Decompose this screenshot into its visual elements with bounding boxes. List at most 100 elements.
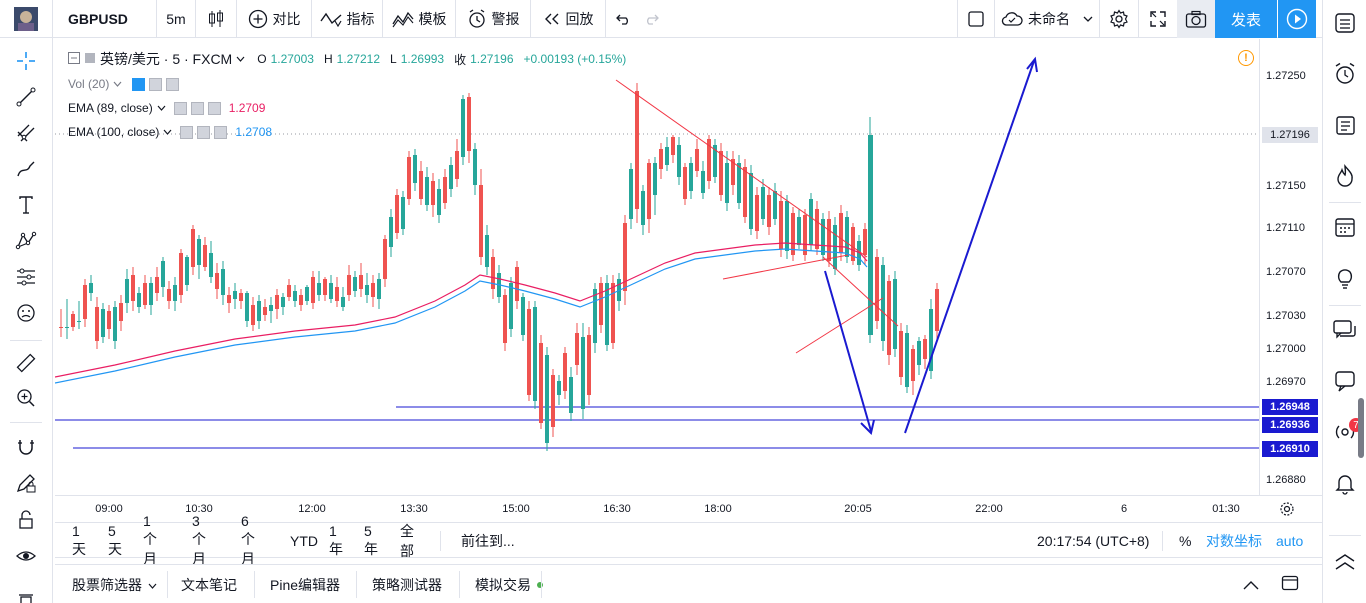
- text-tool[interactable]: [12, 192, 40, 220]
- goto-date-button[interactable]: 前往到...: [461, 533, 515, 549]
- crosshair-tool[interactable]: [12, 48, 40, 76]
- range-button[interactable]: 1年: [329, 523, 343, 557]
- collapse-icon[interactable]: [68, 51, 80, 67]
- alerts-button[interactable]: [1330, 60, 1360, 90]
- range-button[interactable]: 5天: [108, 523, 122, 557]
- lock-icon: [15, 509, 37, 534]
- streams-button[interactable]: 7: [1330, 418, 1363, 448]
- time-zone-clock[interactable]: 20:17:54 (UTC+8): [1037, 533, 1150, 549]
- arrow-line[interactable]: [904, 60, 1035, 434]
- pattern-tool[interactable]: [12, 228, 40, 256]
- alert-button[interactable]: 警报: [456, 0, 530, 38]
- chevron-down-icon[interactable]: [163, 125, 172, 139]
- time-axis[interactable]: 09:00 10:30 12:00 13:30 15:00 16:30 18:00 20:05…: [55, 495, 1322, 522]
- replay-button[interactable]: 回放: [531, 0, 605, 38]
- trash-tool[interactable]: [12, 586, 40, 603]
- range-button[interactable]: 1个月: [143, 513, 157, 567]
- maximize-panel-button[interactable]: [1281, 565, 1299, 603]
- collapse-panel-button[interactable]: [1243, 565, 1259, 603]
- range-button[interactable]: YTD: [290, 533, 318, 549]
- range-button[interactable]: 5年: [364, 523, 378, 557]
- scrollbar[interactable]: [1358, 398, 1364, 458]
- publish-button[interactable]: 发表: [1215, 0, 1277, 38]
- tab-strategy-tester[interactable]: 策略测试器: [372, 565, 442, 603]
- measure-tool[interactable]: [12, 350, 40, 378]
- price-chart[interactable]: [55, 39, 1259, 495]
- settings-icon[interactable]: [149, 77, 163, 91]
- settings-icon[interactable]: [190, 101, 204, 115]
- tab-text-notes[interactable]: 文本笔记: [181, 565, 237, 603]
- trend-line[interactable]: [795, 297, 884, 354]
- eye-icon[interactable]: [180, 125, 194, 139]
- layout-select-button[interactable]: [958, 0, 994, 38]
- notifications-button[interactable]: [1330, 469, 1360, 499]
- redo-button[interactable]: [638, 0, 666, 38]
- compare-button[interactable]: 对比: [237, 0, 311, 38]
- chart-pane[interactable]: !: [55, 39, 1259, 495]
- private-chat-button[interactable]: [1330, 367, 1360, 397]
- settings-icon[interactable]: [197, 125, 211, 139]
- close-icon[interactable]: [207, 101, 221, 115]
- axis-settings-button[interactable]: [1277, 500, 1297, 520]
- close-icon[interactable]: [214, 125, 228, 139]
- log-scale-toggle[interactable]: 对数坐标: [1206, 533, 1262, 549]
- chevron-down-icon[interactable]: [236, 52, 245, 66]
- ema89-label[interactable]: EMA (89, close): [68, 101, 153, 115]
- trend-line-tool[interactable]: [12, 84, 40, 112]
- chevron-down-icon[interactable]: [113, 77, 122, 91]
- chart-style-button[interactable]: [196, 0, 236, 38]
- tab-pine-editor[interactable]: Pine编辑器: [270, 565, 340, 603]
- range-button[interactable]: 1天: [72, 523, 86, 557]
- close-icon[interactable]: [166, 77, 180, 91]
- visibility-tool[interactable]: [12, 543, 40, 571]
- lock-all-tool[interactable]: [12, 507, 40, 535]
- templates-button[interactable]: 模板: [383, 0, 455, 38]
- range-button[interactable]: 6个月: [241, 513, 255, 567]
- layout-name-button[interactable]: 未命名: [995, 0, 1099, 38]
- ideas-button[interactable]: [1330, 264, 1360, 294]
- magnet-tool[interactable]: [12, 434, 40, 462]
- pitchfork-tool[interactable]: [12, 120, 40, 148]
- tab-stock-screener[interactable]: 股票筛选器: [72, 565, 157, 603]
- user-avatar[interactable]: [0, 0, 52, 38]
- eye-icon[interactable]: [173, 101, 187, 115]
- tab-paper-trading[interactable]: 模拟交易: [475, 565, 543, 603]
- zoom-tool[interactable]: [12, 385, 40, 413]
- volume-label[interactable]: Vol (20): [68, 77, 110, 91]
- ema100-label[interactable]: EMA (100, close): [68, 125, 160, 139]
- range-button[interactable]: 3个月: [192, 513, 206, 567]
- watchlist-button[interactable]: [1330, 9, 1360, 39]
- settings-button[interactable]: [1100, 0, 1138, 38]
- trend-line[interactable]: [615, 79, 868, 258]
- undo-button[interactable]: [608, 0, 638, 38]
- arrow-line[interactable]: [824, 270, 872, 432]
- candle-body: [725, 163, 729, 203]
- brush-tool[interactable]: [12, 156, 40, 184]
- candle-body: [251, 305, 255, 325]
- auto-scale-toggle[interactable]: auto: [1276, 533, 1304, 549]
- warning-icon[interactable]: !: [1238, 50, 1254, 66]
- hotlist-button[interactable]: [1330, 162, 1360, 192]
- trend-line[interactable]: [722, 254, 849, 280]
- chevrons-button[interactable]: [1330, 548, 1360, 578]
- play-button[interactable]: [1278, 0, 1316, 38]
- emoji-tool[interactable]: [12, 300, 40, 328]
- indicators-button[interactable]: 指标: [312, 0, 382, 38]
- forecast-tool[interactable]: [12, 264, 40, 292]
- hidden-icon[interactable]: [132, 77, 146, 91]
- percent-scale-toggle[interactable]: %: [1179, 533, 1192, 549]
- range-button[interactable]: 全部: [400, 523, 414, 559]
- price-axis[interactable]: 1.27250 1.27150 1.27110 1.27070 1.27030 1.270…: [1259, 39, 1322, 495]
- chat-button[interactable]: [1330, 316, 1360, 346]
- symbol-search[interactable]: GBPUSD: [68, 11, 128, 27]
- list-icon: [1333, 113, 1357, 140]
- data-window-button[interactable]: [1330, 111, 1360, 141]
- interval-button[interactable]: 5m: [166, 11, 186, 27]
- fullscreen-button[interactable]: [1139, 0, 1177, 38]
- calendar-button[interactable]: [1330, 213, 1360, 243]
- lock-drawing-tool[interactable]: [12, 470, 40, 498]
- chevron-down-icon[interactable]: [157, 101, 166, 115]
- snapshot-button[interactable]: [1177, 0, 1215, 38]
- symbol-title[interactable]: 英镑/美元 · 5 · FXCM: [100, 51, 233, 67]
- trend-line[interactable]: [822, 256, 899, 327]
